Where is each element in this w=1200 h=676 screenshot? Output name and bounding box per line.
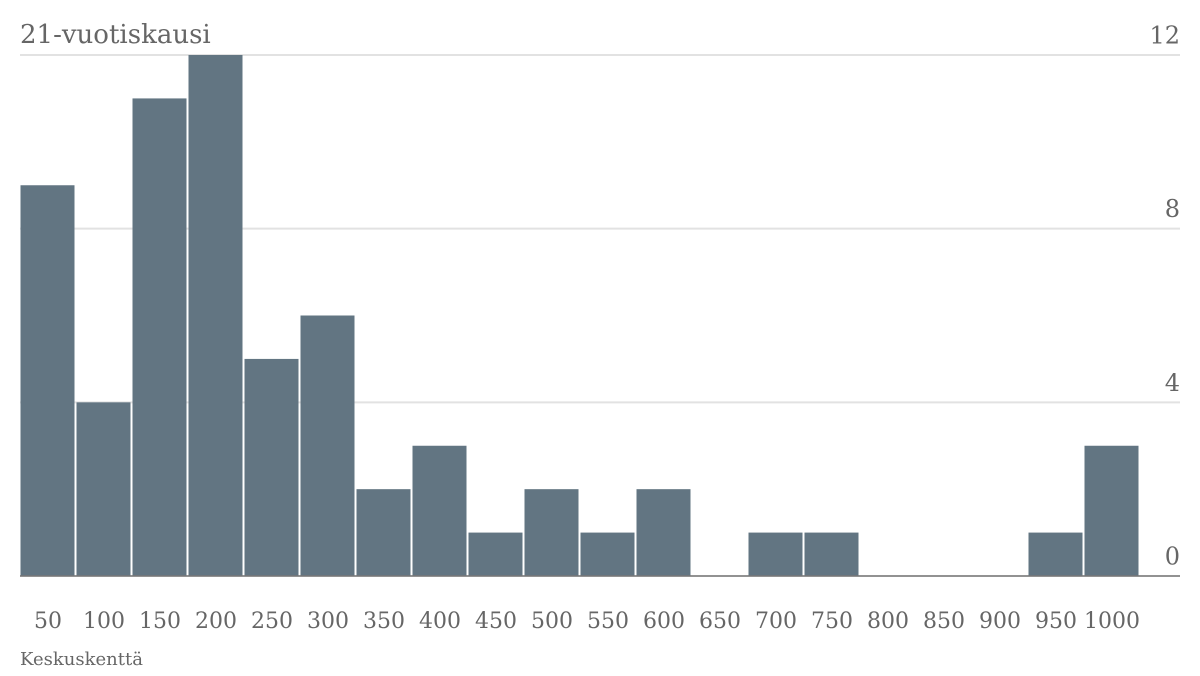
bar [804, 532, 859, 576]
x-tick-label: 450 [475, 609, 517, 634]
bar [1084, 445, 1139, 576]
x-tick-label: 850 [923, 609, 965, 634]
bar [748, 532, 803, 576]
bar [300, 315, 355, 576]
x-tick-label: 250 [251, 609, 293, 634]
bar [412, 445, 467, 576]
bar [580, 532, 635, 576]
bar [132, 98, 187, 577]
x-tick-label: 50 [34, 609, 62, 634]
x-tick-label: 900 [979, 609, 1021, 634]
bar [188, 55, 243, 576]
y-tick-label: 8 [1165, 195, 1180, 223]
y-tick-label: 4 [1165, 369, 1180, 397]
x-tick-label: 750 [811, 609, 853, 634]
x-tick-label: 500 [531, 609, 573, 634]
x-tick-label: 350 [363, 609, 405, 634]
x-tick-label: 1000 [1084, 609, 1140, 634]
x-axis-label: Keskuskenttä [20, 649, 143, 670]
bar [1028, 532, 1083, 576]
x-tick-label: 200 [195, 609, 237, 634]
y-tick-label: 0 [1165, 543, 1180, 571]
x-tick-label: 550 [587, 609, 629, 634]
x-tick-label: 400 [419, 609, 461, 634]
x-tick-label: 300 [307, 609, 349, 634]
x-tick-label: 150 [139, 609, 181, 634]
x-tick-label: 800 [867, 609, 909, 634]
bar [356, 489, 411, 576]
chart-title: 21-vuotiskausi [20, 20, 211, 50]
x-tick-label: 950 [1035, 609, 1077, 634]
bar [20, 185, 75, 576]
x-tick-label: 100 [83, 609, 125, 634]
x-tick-label: 600 [643, 609, 685, 634]
bar [524, 489, 579, 576]
x-tick-label: 700 [755, 609, 797, 634]
y-tick-label: 12 [1149, 22, 1180, 50]
bar [468, 532, 523, 576]
bar [76, 402, 131, 576]
x-tick-label: 650 [699, 609, 741, 634]
bar [636, 489, 691, 576]
bar [244, 358, 299, 576]
